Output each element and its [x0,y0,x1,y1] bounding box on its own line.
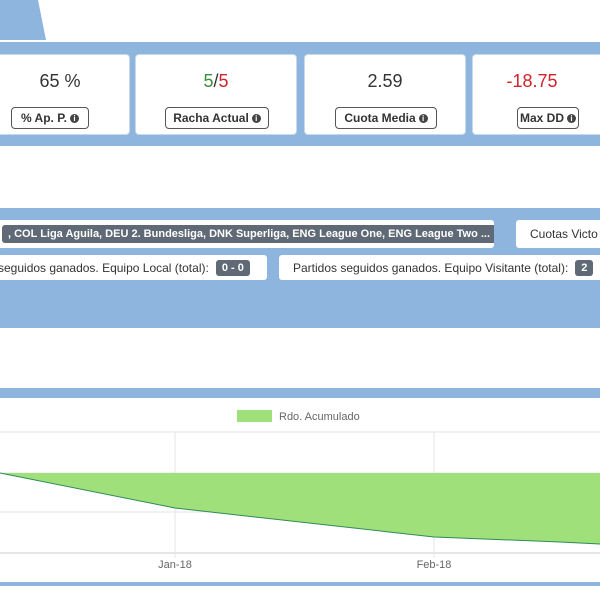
local-label: seguidos ganados. Equipo Local (total): [0,260,209,275]
stat-card-cuota-media: 2.59 Cuota Media i [304,54,466,135]
visitante-value-tag: 2 [575,259,594,276]
rdo-acumulado-line [0,472,600,545]
cumulative-result-chart: Rdo. Acumulado Jan-18 Feb-18 [0,410,600,571]
legend-label[interactable]: Rdo. Acumulado [279,411,360,423]
info-icon[interactable]: i [70,113,79,123]
racha-sep: / [213,71,219,91]
stat-card-ap-p: 65 % % Ap. P. i [0,54,130,135]
racha-won: 5 [203,71,214,91]
stat-value-max-dd: -18.75 [506,71,558,91]
local-filter-box[interactable]: seguidos ganados. Equipo Local (total): … [0,255,267,280]
stat-label-max-dd-button[interactable]: Max DD i [517,107,579,129]
stat-label-text: % Ap. P. [20,111,67,125]
visitante-label: Partidos seguidos ganados. Equipo Visita… [293,260,569,275]
stat-card-racha-actual: 5/5 Racha Actual i [135,54,297,135]
cuotas-label: Cuotas Victo [530,227,598,241]
rdo-acumulado-area [0,473,600,544]
info-icon[interactable]: i [251,113,261,123]
stat-label-text: Max DD [519,111,564,125]
stat-label-cuota-media-button[interactable]: Cuota Media i [335,107,437,129]
x-tick-label-jan-18: Jan-18 [158,559,192,571]
info-icon[interactable]: i [418,113,428,123]
stat-label-ap-p-button[interactable]: % Ap. P. i [11,107,89,129]
visitante-filter-box[interactable]: Partidos seguidos ganados. Equipo Visita… [279,255,600,280]
stat-label-text: Cuota Media [344,111,416,125]
stat-value-cuota-media: 2.59 [367,71,403,91]
top-tab[interactable] [0,0,60,42]
chart-card: Rdo. Acumulado Jan-18 Feb-18 [0,398,600,582]
leagues-tag[interactable]: , COL Liga Aguila, DEU 2. Bundesliga, DN… [2,225,494,243]
local-value-tag: 0 - 0 [215,259,250,276]
leagues-filter-box[interactable]: , COL Liga Aguila, DEU 2. Bundesliga, DN… [0,220,494,248]
legend-swatch[interactable] [237,410,272,422]
racha-total: 5 [218,71,229,91]
stat-value-racha-actual: 5/5 [136,71,296,92]
stat-value-ap-p: 65 % [39,71,81,91]
stat-card-max-dd: -18.75 Max DD i [472,54,600,135]
stat-label-text: Racha Actual [173,111,249,125]
cuotas-filter-box[interactable]: Cuotas Victo [516,220,600,248]
stat-label-racha-actual-button[interactable]: Racha Actual i [165,107,269,129]
info-icon[interactable]: i [567,113,576,123]
x-tick-label-feb-18: Feb-18 [417,559,452,571]
